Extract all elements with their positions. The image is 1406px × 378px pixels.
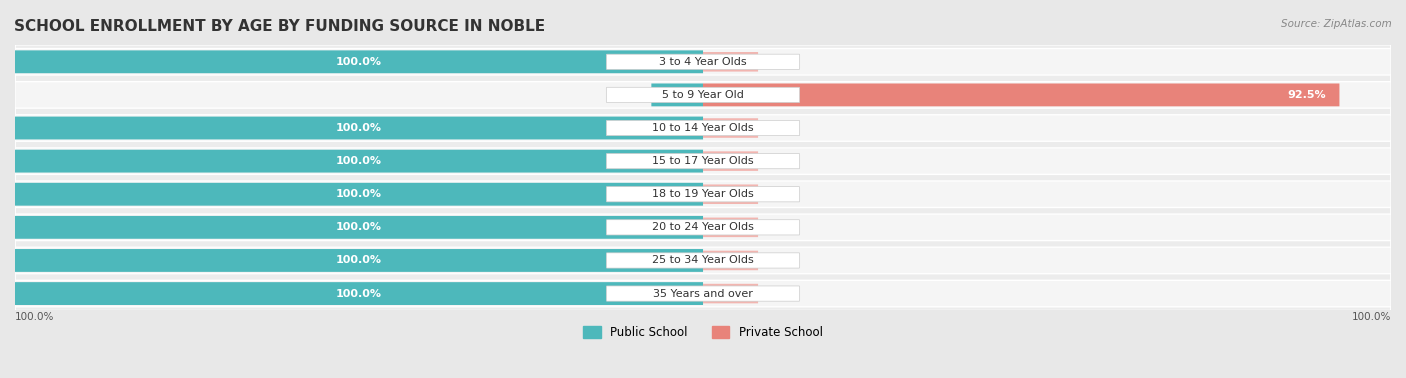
FancyBboxPatch shape — [651, 84, 703, 106]
Text: 25 to 34 Year Olds: 25 to 34 Year Olds — [652, 256, 754, 265]
FancyBboxPatch shape — [15, 150, 703, 172]
Text: 100.0%: 100.0% — [15, 312, 55, 322]
Text: Source: ZipAtlas.com: Source: ZipAtlas.com — [1281, 19, 1392, 29]
FancyBboxPatch shape — [15, 45, 1391, 311]
FancyBboxPatch shape — [15, 183, 703, 206]
Text: 15 to 17 Year Olds: 15 to 17 Year Olds — [652, 156, 754, 166]
Text: 100.0%: 100.0% — [336, 256, 382, 265]
Text: 100.0%: 100.0% — [336, 222, 382, 232]
FancyBboxPatch shape — [606, 87, 800, 102]
FancyBboxPatch shape — [15, 181, 1391, 208]
FancyBboxPatch shape — [703, 151, 758, 171]
FancyBboxPatch shape — [15, 116, 703, 139]
FancyBboxPatch shape — [606, 54, 800, 70]
FancyBboxPatch shape — [15, 282, 703, 305]
Text: 3 to 4 Year Olds: 3 to 4 Year Olds — [659, 57, 747, 67]
FancyBboxPatch shape — [606, 121, 800, 136]
FancyBboxPatch shape — [15, 280, 1391, 307]
FancyBboxPatch shape — [703, 184, 758, 204]
Text: 7.5%: 7.5% — [662, 90, 693, 100]
FancyBboxPatch shape — [703, 218, 758, 237]
Text: 0.0%: 0.0% — [765, 256, 792, 265]
FancyBboxPatch shape — [15, 148, 1391, 174]
FancyBboxPatch shape — [606, 286, 800, 301]
Text: 0.0%: 0.0% — [765, 189, 792, 199]
FancyBboxPatch shape — [15, 48, 1391, 75]
Text: 0.0%: 0.0% — [765, 57, 792, 67]
Text: 10 to 14 Year Olds: 10 to 14 Year Olds — [652, 123, 754, 133]
FancyBboxPatch shape — [703, 118, 758, 138]
FancyBboxPatch shape — [703, 251, 758, 270]
Text: 0.0%: 0.0% — [765, 222, 792, 232]
Text: 100.0%: 100.0% — [336, 57, 382, 67]
Text: 35 Years and over: 35 Years and over — [652, 288, 754, 299]
Text: 0.0%: 0.0% — [765, 288, 792, 299]
FancyBboxPatch shape — [15, 247, 1391, 274]
Text: 100.0%: 100.0% — [336, 189, 382, 199]
FancyBboxPatch shape — [703, 84, 1340, 106]
FancyBboxPatch shape — [15, 115, 1391, 141]
FancyBboxPatch shape — [15, 216, 703, 239]
FancyBboxPatch shape — [703, 284, 758, 303]
Legend: Public School, Private School: Public School, Private School — [579, 321, 827, 344]
FancyBboxPatch shape — [606, 220, 800, 235]
Text: 100.0%: 100.0% — [336, 288, 382, 299]
FancyBboxPatch shape — [606, 187, 800, 202]
Text: 18 to 19 Year Olds: 18 to 19 Year Olds — [652, 189, 754, 199]
Text: 100.0%: 100.0% — [336, 156, 382, 166]
Text: 0.0%: 0.0% — [765, 123, 792, 133]
Text: 5 to 9 Year Old: 5 to 9 Year Old — [662, 90, 744, 100]
FancyBboxPatch shape — [15, 82, 1391, 108]
FancyBboxPatch shape — [606, 253, 800, 268]
Text: 20 to 24 Year Olds: 20 to 24 Year Olds — [652, 222, 754, 232]
Text: 100.0%: 100.0% — [336, 123, 382, 133]
FancyBboxPatch shape — [606, 153, 800, 169]
Text: 100.0%: 100.0% — [1351, 312, 1391, 322]
FancyBboxPatch shape — [15, 50, 703, 73]
Text: 92.5%: 92.5% — [1286, 90, 1326, 100]
FancyBboxPatch shape — [15, 249, 703, 272]
FancyBboxPatch shape — [703, 52, 758, 71]
Text: SCHOOL ENROLLMENT BY AGE BY FUNDING SOURCE IN NOBLE: SCHOOL ENROLLMENT BY AGE BY FUNDING SOUR… — [14, 19, 546, 34]
FancyBboxPatch shape — [15, 214, 1391, 240]
Text: 0.0%: 0.0% — [765, 156, 792, 166]
